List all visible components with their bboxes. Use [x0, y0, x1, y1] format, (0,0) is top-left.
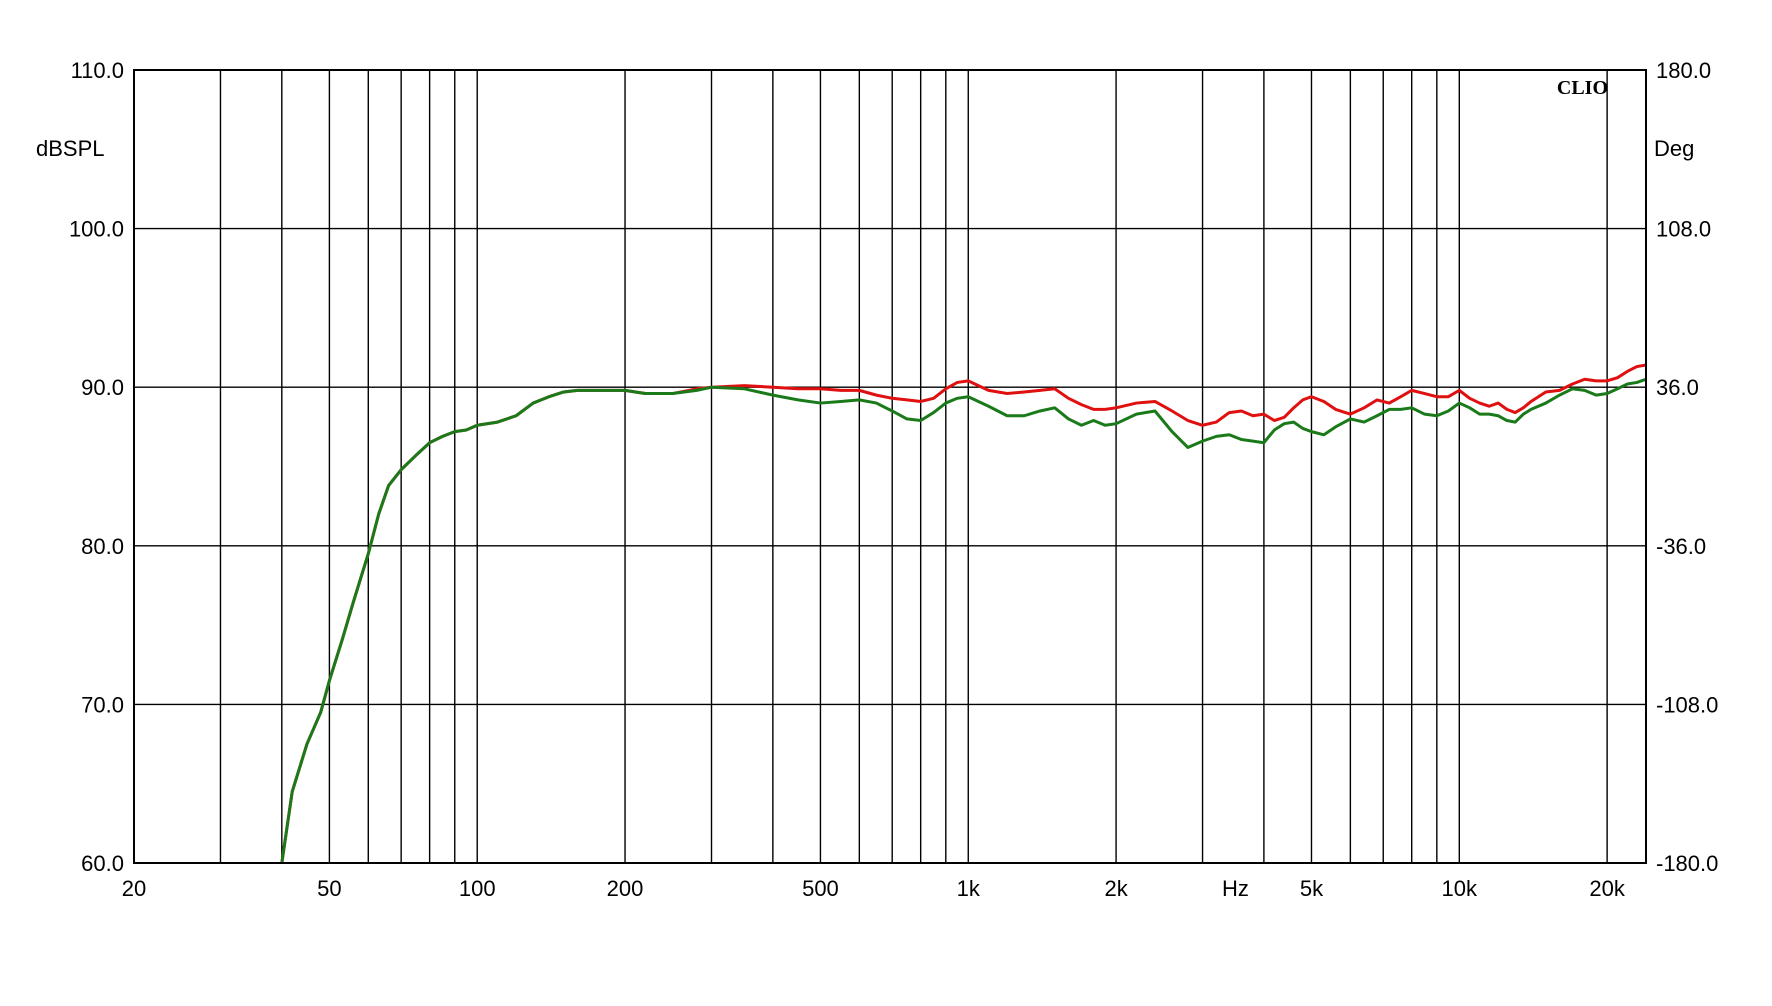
x-tick-label: 2k — [1104, 876, 1128, 901]
y-right-tick-label: -108.0 — [1656, 692, 1718, 717]
x-tick-label: 10k — [1442, 876, 1478, 901]
brand-label: CLIO — [1557, 77, 1608, 99]
series-line-2 — [280, 377, 1647, 864]
y-right-tick-label: -180.0 — [1656, 851, 1718, 876]
y-right-tick-label: -36.0 — [1656, 534, 1706, 559]
y-right-tick-label: 180.0 — [1656, 58, 1711, 83]
y-axis-left-label: dBSPL — [36, 136, 105, 161]
grid-layer — [133, 69, 1646, 864]
y-left-tick-label: 70.0 — [81, 692, 124, 717]
label-layer: 20 50 100 200 500 1k 2k Hz 5k 10k 20k 110.0 100.0 90.… — [69, 58, 1718, 901]
series-line-1 — [280, 363, 1647, 864]
series-layer — [280, 363, 1647, 864]
x-tick-label: 200 — [607, 876, 644, 901]
y-right-tick-label: 108.0 — [1656, 217, 1711, 242]
x-tick-label: 5k — [1300, 876, 1324, 901]
x-tick-label: Hz — [1222, 876, 1249, 901]
y-left-tick-label: 100.0 — [69, 217, 124, 242]
x-tick-label: 500 — [802, 876, 839, 901]
plot-frame — [133, 69, 1647, 864]
x-tick-label: 20 — [122, 876, 146, 901]
y-left-tick-label: 90.0 — [81, 375, 124, 400]
x-tick-label: 50 — [317, 876, 341, 901]
y-left-tick-label: 80.0 — [81, 534, 124, 559]
y-right-tick-label: 36.0 — [1656, 375, 1699, 400]
x-tick-label: 100 — [459, 876, 496, 901]
y-left-tick-label: 60.0 — [81, 851, 124, 876]
frame-layer — [133, 69, 1647, 864]
x-tick-label: 1k — [957, 876, 981, 901]
y-left-tick-label: 110.0 — [71, 58, 124, 83]
x-tick-label: 20k — [1589, 876, 1625, 901]
y-axis-right-label: Deg — [1654, 136, 1694, 161]
